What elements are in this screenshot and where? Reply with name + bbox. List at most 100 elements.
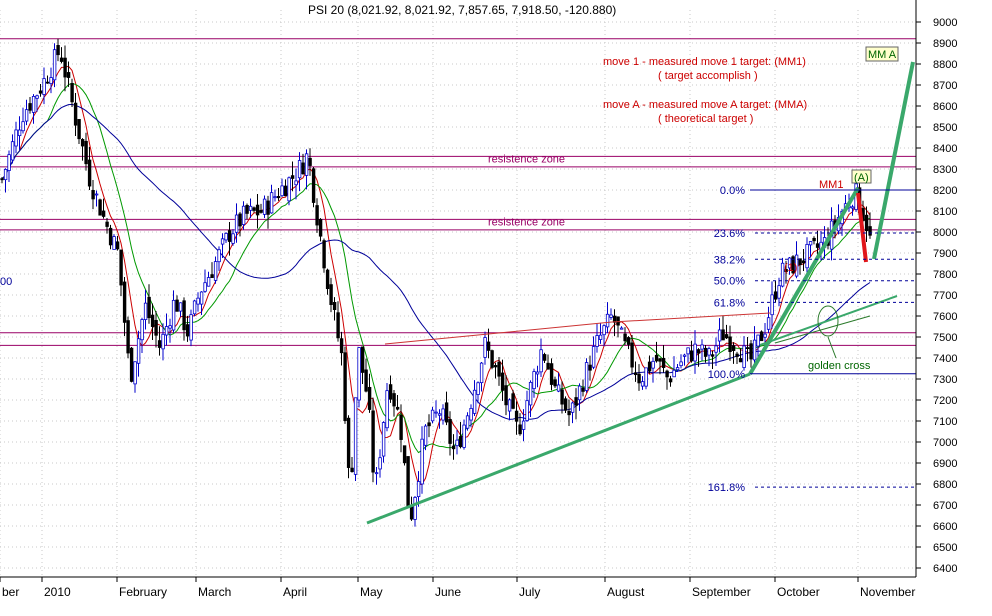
candle-body: [353, 397, 358, 475]
candle-body: [381, 422, 386, 457]
candle-body: [605, 313, 610, 328]
candle-body: [304, 153, 309, 176]
candle-body: [367, 386, 372, 410]
candle-body: [84, 140, 88, 165]
candle-body: [332, 302, 337, 310]
candle-body: [178, 302, 183, 312]
y-tick-label: 8100: [933, 206, 957, 218]
candle-body: [497, 361, 501, 377]
y-tick-label: 6400: [933, 563, 957, 575]
candle-body: [451, 445, 456, 450]
candle-body: [87, 159, 92, 187]
candle-body: [224, 233, 228, 241]
candle-body: [189, 314, 193, 341]
candle-body: [700, 344, 704, 350]
candle-body: [66, 72, 71, 78]
candle-body: [784, 269, 788, 273]
left-edge-label: 00: [0, 276, 12, 288]
candle-body: [336, 312, 340, 339]
candle-body: [196, 297, 200, 305]
x-tick-label: April: [283, 585, 307, 599]
candle-body: [308, 157, 312, 166]
y-tick-label: 8900: [933, 38, 957, 50]
candle-body: [101, 210, 106, 217]
candle-body: [59, 57, 64, 62]
candle-body: [546, 362, 550, 370]
candle-body: [185, 324, 190, 337]
candle-body: [98, 199, 102, 216]
candle-body: [122, 281, 127, 323]
candle-body: [651, 360, 655, 369]
candle-body: [535, 371, 540, 375]
candle-body: [52, 49, 57, 81]
y-tick-label: 8500: [933, 122, 957, 134]
candle-body: [283, 185, 288, 197]
x-tick-label: September: [692, 585, 751, 599]
y-tick-label: 7700: [933, 290, 957, 302]
candle-body: [738, 358, 743, 363]
candle-body: [210, 274, 214, 278]
candle-body: [745, 347, 750, 350]
y-tick-label: 8600: [933, 101, 957, 113]
candle-body: [63, 57, 67, 78]
candle-body: [129, 347, 134, 382]
fib-level-label: 61.8%: [714, 297, 745, 309]
moving-averages: [1, 65, 871, 485]
candle-body: [255, 204, 260, 216]
candle-body: [479, 362, 484, 384]
candle-body: [584, 362, 589, 391]
candle-body: [549, 363, 554, 385]
candle-body: [35, 95, 39, 99]
y-tick-label: 6800: [933, 479, 957, 491]
y-tick-label: 8800: [933, 59, 957, 71]
level-label: resistence zone: [488, 153, 565, 165]
candle-body: [392, 393, 396, 407]
candle-body: [420, 438, 424, 485]
candle-body: [567, 410, 571, 416]
candle-body: [49, 77, 53, 85]
candle-body: [42, 78, 46, 95]
y-tick-label: 8700: [933, 80, 957, 92]
move-a-leg: [872, 61, 915, 260]
candle-body: [273, 196, 277, 199]
candle-body: [787, 257, 792, 269]
candle-body: [735, 353, 739, 357]
candle-body: [80, 139, 85, 147]
candle-body: [619, 327, 624, 330]
fib-level-label: 161.8%: [708, 482, 746, 494]
candle-body: [350, 467, 354, 473]
candle-body: [574, 397, 578, 406]
candle-body: [507, 399, 512, 412]
candle-body: [532, 371, 536, 390]
candle-body: [3, 169, 8, 181]
level-label: resistence zone: [488, 216, 565, 228]
candle-body: [511, 393, 515, 409]
candle-body: [486, 341, 491, 351]
candle-body: [777, 285, 781, 299]
y-tick-label: 7000: [933, 437, 957, 449]
candle-body: [805, 244, 809, 269]
candle-body: [455, 439, 459, 447]
candle-body: [259, 209, 263, 213]
fibonacci-levels: 0.0% 23.6% 38.2% 50.0% 61.8% 100.0% 161.8%: [708, 185, 916, 494]
candle-body: [696, 349, 701, 354]
x-tick-label: August: [607, 585, 645, 599]
candle-body: [598, 334, 603, 340]
candle-body: [241, 205, 246, 225]
candle-body: [343, 352, 347, 422]
candle-body: [560, 389, 564, 405]
x-tick-label: July: [519, 585, 540, 599]
candle-body: [570, 402, 575, 413]
candle-body: [108, 227, 113, 246]
candle-body: [301, 162, 305, 175]
golden-cross-label: golden cross: [808, 360, 871, 372]
candle-body: [322, 240, 326, 269]
candle-body: [287, 177, 291, 202]
candle-body: [311, 168, 316, 203]
candle-body: [668, 378, 673, 383]
candle-body: [623, 333, 627, 342]
mm1-label: MM1: [819, 179, 843, 191]
candle-body: [112, 236, 116, 250]
candle-body: [647, 361, 652, 372]
